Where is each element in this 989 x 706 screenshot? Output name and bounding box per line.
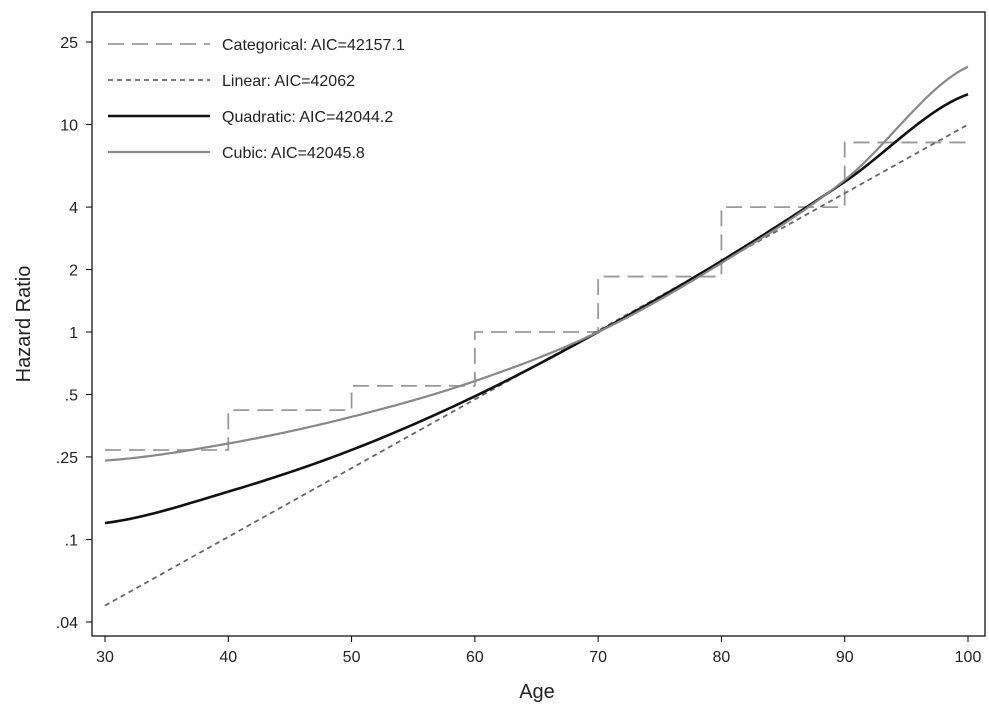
x-tick-label: 90 <box>836 649 854 666</box>
x-tick-label: 100 <box>955 649 982 666</box>
series-layer <box>104 65 969 607</box>
y-tick-label: .25 <box>56 450 78 467</box>
series-line-4 <box>104 65 969 462</box>
x-tick-label: 60 <box>466 649 484 666</box>
legend-label-2: Linear: AIC=42062 <box>222 73 355 90</box>
y-axis: .04 .1 .25 .5 1 2 4 10 25 <box>56 35 92 632</box>
legend: Categorical: AIC=42157.1 Linear: AIC=4206… <box>108 37 405 162</box>
x-tick-label: 70 <box>589 649 607 666</box>
plot-frame <box>91 11 986 637</box>
y-tick-label: 1 <box>69 325 78 342</box>
y-tick-label: .1 <box>65 532 78 549</box>
y-tick-label: 25 <box>60 35 78 52</box>
x-axis: 30 40 50 60 70 80 90 100 <box>96 636 981 666</box>
y-axis-title: Hazard Ratio <box>13 266 35 383</box>
series-line-1 <box>105 141 968 451</box>
x-tick-label: 30 <box>96 649 114 666</box>
y-tick-label: .04 <box>56 615 78 632</box>
legend-label-1: Categorical: AIC=42157.1 <box>222 37 405 54</box>
x-tick-label: 40 <box>219 649 237 666</box>
x-tick-label: 50 <box>343 649 361 666</box>
y-tick-label: .5 <box>65 387 78 404</box>
x-axis-title: Age <box>519 681 555 703</box>
legend-label-3: Quadratic: AIC=42044.2 <box>222 109 393 126</box>
series-line-2 <box>104 123 969 607</box>
y-tick-label: 2 <box>69 263 78 280</box>
legend-label-4: Cubic: AIC=42045.8 <box>222 145 365 162</box>
y-tick-label: 4 <box>69 200 78 217</box>
y-tick-label: 10 <box>60 118 78 135</box>
x-tick-label: 80 <box>713 649 731 666</box>
